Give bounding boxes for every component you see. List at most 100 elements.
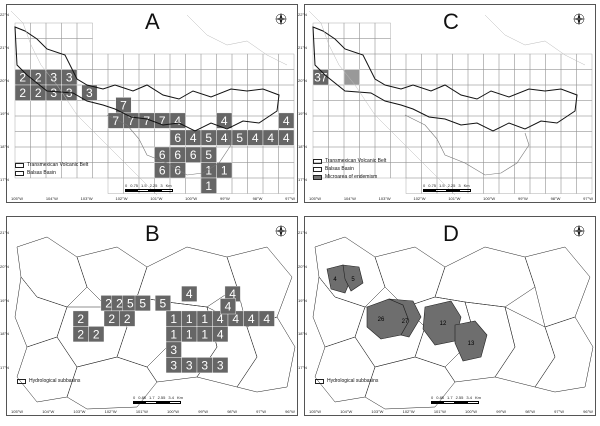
north-arrow-icon (571, 223, 587, 239)
cell-value: 3 (217, 358, 224, 372)
cell-value: 2 (35, 86, 42, 100)
cell-value: 6 (159, 148, 166, 162)
cell-value: 6 (174, 164, 181, 178)
cell-value: 2 (35, 71, 42, 85)
cell-value: 5 (139, 296, 146, 310)
legend: Hydrological subbasins (315, 377, 378, 385)
cell-value: 6 (174, 131, 181, 145)
grid-cell (278, 112, 295, 129)
cell-value: 1 (186, 312, 193, 326)
cell-value: 4 (221, 114, 228, 128)
cell-value: 7 (120, 98, 127, 112)
latitude-labels: 21°N 20°N 19°N 18°N 17°N (0, 230, 9, 370)
cell-value: 7 (159, 114, 166, 128)
legend-item: Hydrological subbasins (315, 377, 378, 385)
cell-value: 1 (170, 327, 177, 341)
legend-item: Balsas Basin (313, 165, 386, 173)
cell-value: 37 (314, 71, 328, 85)
cell-value: 3 (86, 86, 93, 100)
cell-value: 4 (217, 312, 224, 326)
cell-value: 7 (143, 114, 150, 128)
cell-value: 6 (159, 164, 166, 178)
latitude-labels: 22°N 21°N 20°N 19°N 18°N 17°N (298, 12, 307, 182)
cell-value: 7 (112, 114, 119, 128)
grid-cell (212, 326, 229, 343)
cell-value: 3 (186, 358, 193, 372)
map-b: 2 2 5 5 54 42 2 2 1 1 1 4 4 4 442 2 1 1 1 433 3 3 3 (14, 236, 296, 410)
legend-swatch (17, 378, 26, 384)
legend-swatch (15, 170, 24, 176)
legend: Hydrological subbasins (17, 377, 80, 385)
cell-value: 5 (160, 296, 167, 310)
panel-label: D (443, 221, 459, 246)
cell-value: 3 (201, 358, 208, 372)
cell-value: 3 (66, 71, 73, 85)
north-arrow-icon (273, 223, 289, 239)
panel-label: B (145, 221, 160, 246)
latitude-labels: 21°N 20°N 19°N 18°N 17°N (298, 230, 307, 370)
longitude-labels: 105°W 104°W 103°W 102°W 101°W 100°W 99°W 98°W 97… (309, 196, 593, 201)
cell-value: 5 (127, 296, 134, 310)
cell-value: 5 (236, 131, 243, 145)
grid-cell (119, 310, 136, 327)
panel-d: 4 5 26 27 12 13 D Hydrological subbasins 0 0.8… (304, 216, 596, 416)
map-a: 2 2 3 32 2 3 3 377 7 7 7 4 4 46 4 5 4 5 4 4 46 6 6 56 6 1 11 (10, 10, 295, 196)
scale-bar: 0 0.85 1.7 2.55 3.4 Km (133, 395, 183, 404)
endemism-area (342, 264, 364, 292)
grid-cell (278, 129, 295, 146)
latitude-labels: 22°N 21°N 20°N 19°N 18°N 17°N (0, 12, 9, 182)
cell-value: 4 (267, 131, 274, 145)
endemism-area (454, 320, 488, 362)
cell-value: 4 (217, 327, 224, 341)
legend-swatch (313, 158, 322, 164)
area-label: 12 (440, 321, 447, 327)
legend-item: Balsas Basin (15, 169, 88, 177)
cell-value: 4 (186, 287, 193, 301)
grid-cell (181, 285, 198, 302)
area-label: 5 (351, 277, 355, 283)
grid-cell (216, 162, 233, 179)
cell-value: 4 (232, 312, 239, 326)
legend-swatch (313, 174, 322, 180)
cell-value: 5 (205, 148, 212, 162)
cell-value: 2 (108, 312, 115, 326)
grid-cell (200, 177, 217, 194)
cell-value: 1 (221, 164, 228, 178)
cell-value: 2 (116, 296, 123, 310)
grid-cell (258, 310, 275, 327)
legend-swatch (315, 378, 324, 384)
panel-label: A (145, 9, 160, 34)
grid-cell (169, 162, 186, 179)
scale-bar: 0 0.85 1.7 2.55 3.4 Km (431, 395, 481, 404)
cell-value: 6 (174, 148, 181, 162)
panel-label: C (443, 9, 459, 34)
cell-value: 3 (170, 358, 177, 372)
cell-value: 2 (19, 86, 26, 100)
cell-value: 4 (283, 114, 290, 128)
area-label: 4 (333, 277, 337, 283)
cell-value: 3 (50, 71, 57, 85)
grid-cell (220, 298, 236, 315)
cell-value: 4 (221, 131, 228, 145)
cell-value: 2 (124, 312, 131, 326)
area-label: 13 (468, 341, 475, 347)
cell-value: 4 (252, 131, 259, 145)
cell-value: 4 (263, 312, 270, 326)
cell-value: 1 (205, 164, 212, 178)
legend-item: Microarea of endemism (313, 173, 386, 181)
map-d: 4 5 26 27 12 13 (312, 236, 594, 410)
north-arrow-icon (571, 11, 587, 27)
cell-value: 1 (201, 327, 208, 341)
cell-value: 5 (205, 131, 212, 145)
cell-value: 3 (50, 86, 57, 100)
legend: Transmexican Volcanic Belt Balsas Basin … (313, 157, 386, 181)
cell-value: 4 (229, 287, 236, 301)
cell-value: 1 (170, 312, 177, 326)
grid-cell (154, 295, 171, 312)
cell-value: 7 (128, 114, 135, 128)
longitude-labels: 105°W 104°W 103°W 102°W 101°W 100°W 99°W 98°W 97… (309, 409, 593, 414)
legend-item: Transmexican Volcanic Belt (15, 161, 88, 169)
cell-value: 1 (186, 327, 193, 341)
